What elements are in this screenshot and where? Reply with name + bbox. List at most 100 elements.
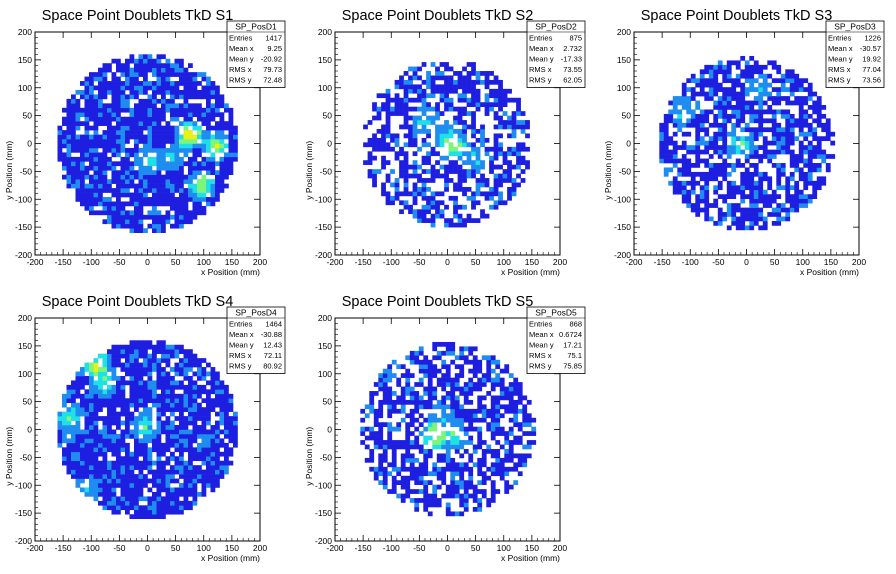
histogram-bin: [134, 58, 139, 64]
histogram-bin: [445, 466, 451, 472]
histogram-bin: [471, 169, 476, 174]
histogram-bin: [441, 453, 447, 459]
histogram-bin: [161, 367, 166, 372]
histogram-bin: [134, 94, 139, 100]
histogram-bin: [66, 425, 72, 430]
histogram-bin: [134, 192, 139, 198]
histogram-bin: [116, 478, 121, 484]
histogram-bin: [228, 425, 234, 430]
histogram-bin: [102, 179, 108, 184]
histogram-bin: [120, 188, 126, 193]
histogram-bin: [435, 115, 440, 121]
histogram-bin: [215, 112, 220, 118]
histogram-bin: [726, 100, 732, 106]
histogram-bin: [129, 433, 135, 439]
histogram-bin: [98, 183, 103, 189]
histogram-bin: [794, 158, 800, 164]
histogram-bin: [179, 371, 184, 377]
histogram-bin: [233, 125, 238, 131]
histogram-bin: [432, 440, 438, 445]
histogram-bin: [435, 137, 440, 143]
histogram-bin: [394, 137, 400, 143]
histogram-bin: [228, 429, 234, 435]
histogram-bin: [84, 362, 90, 368]
histogram-bin: [233, 433, 238, 439]
histogram-bin: [457, 106, 463, 112]
histogram-bin: [188, 353, 193, 359]
histogram-bin: [219, 407, 225, 412]
histogram-bin: [409, 408, 415, 414]
histogram-bin: [427, 480, 433, 485]
histogram-bin: [147, 112, 153, 118]
histogram-bin: [378, 466, 384, 472]
histogram-bin: [111, 483, 117, 488]
histogram-bin: [385, 142, 391, 148]
histogram-bin: [454, 404, 460, 410]
histogram-bin: [143, 465, 148, 470]
histogram-bin: [174, 496, 180, 502]
histogram-bin: [102, 147, 108, 153]
histogram-bin: [744, 127, 750, 133]
histogram-bin: [89, 201, 94, 207]
histogram-bin: [102, 496, 108, 502]
histogram-bin: [192, 170, 198, 176]
histogram-bin: [794, 122, 800, 128]
histogram-bin: [206, 456, 211, 462]
histogram-bin: [201, 174, 207, 180]
histogram-bin: [385, 129, 391, 134]
histogram-bin: [116, 183, 121, 189]
histogram-bin: [459, 417, 465, 423]
histogram-bin: [224, 165, 229, 171]
histogram-bin: [444, 218, 449, 223]
histogram-bin: [147, 143, 153, 149]
histogram-bin: [165, 210, 171, 216]
histogram-bin: [490, 413, 496, 419]
chart-title: Space Point Doublets TkD S5: [342, 294, 534, 310]
histogram-bin: [120, 469, 126, 475]
histogram-bin: [152, 223, 157, 229]
histogram-bin: [699, 194, 705, 199]
histogram-bin: [722, 163, 728, 168]
histogram-bin: [426, 209, 431, 215]
histogram-bin: [102, 367, 108, 372]
histogram-bin: [789, 127, 795, 133]
histogram-bin: [89, 487, 94, 493]
histogram-bin: [713, 91, 719, 97]
histogram-bin: [215, 451, 220, 457]
histogram-bin: [179, 469, 184, 475]
histogram-bin: [758, 212, 764, 217]
histogram-bin: [821, 154, 827, 159]
histogram-bin: [228, 447, 234, 453]
histogram-bin: [165, 474, 171, 479]
histogram-bin: [116, 442, 121, 448]
histogram-bin: [206, 85, 211, 91]
histogram-bin: [405, 426, 411, 432]
histogram-bin: [210, 143, 216, 149]
histogram-bin: [138, 103, 144, 109]
histogram-bin: [367, 173, 373, 179]
histogram-bin: [170, 72, 175, 77]
histogram-bin: [423, 386, 429, 392]
histogram-bin: [134, 197, 139, 202]
histogram-bin: [80, 411, 85, 417]
histogram-bin: [161, 81, 166, 86]
histogram-bin: [463, 408, 469, 414]
histogram-bin: [129, 402, 135, 408]
histogram-bin: [508, 444, 514, 450]
histogram-bin: [517, 453, 523, 459]
x-axis-label: x Position (mm): [201, 267, 260, 277]
histogram-bin: [432, 404, 438, 410]
histogram-bin: [170, 411, 175, 417]
histogram-bin: [516, 120, 521, 125]
histogram-bin: [93, 402, 99, 408]
histogram-bin: [740, 220, 746, 226]
histogram-bin: [785, 145, 791, 150]
histogram-bin: [165, 89, 171, 95]
histogram-bin: [686, 145, 692, 150]
histogram-bin: [744, 122, 750, 128]
histogram-bin: [520, 169, 526, 174]
histogram-bin: [152, 72, 157, 77]
histogram-bin: [776, 64, 782, 70]
histogram-bin: [174, 491, 180, 497]
histogram-bin: [677, 118, 683, 124]
